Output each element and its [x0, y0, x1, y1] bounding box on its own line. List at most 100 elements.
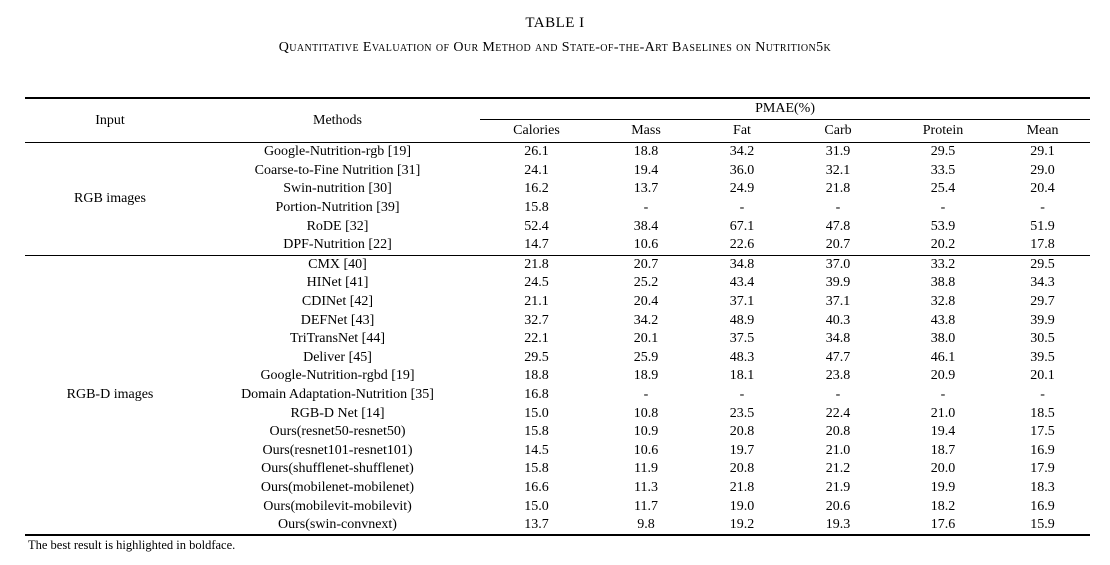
method-name: Coarse-to-Fine Nutrition [31]: [254, 162, 421, 178]
metric-value: 21.8: [729, 479, 755, 495]
col-header-protein: Protein: [922, 123, 964, 138]
metric-value: 18.8: [633, 144, 659, 160]
metric-value: 39.5: [1030, 349, 1055, 365]
table-row: Swin-nutrition [30] 16.2 13.7 24.9 21.8 25.4 2…: [25, 180, 1090, 199]
metric-value: 37.1: [729, 294, 755, 310]
metric-value: 16.6: [524, 479, 549, 495]
metric-value: 36.0: [729, 162, 755, 178]
metric-value: 10.6: [633, 237, 659, 253]
metric-value: 18.1: [729, 368, 755, 384]
metric-value: 26.1: [524, 144, 549, 160]
metric-value: 34.2: [729, 144, 755, 160]
metric-value: 30.5: [1030, 331, 1055, 347]
metric-value: 25.4: [930, 181, 956, 197]
metric-value: 21.8: [524, 256, 549, 272]
method-name: Ours(mobilevit-mobilevit): [263, 498, 412, 514]
input-group-label: RGB images: [74, 190, 146, 206]
metric-value: 37.0: [825, 256, 851, 272]
col-header-methods: Methods: [313, 112, 362, 128]
metric-value: 15.0: [524, 405, 549, 421]
metric-value: 33.2: [930, 256, 956, 272]
metric-value: 19.4: [930, 424, 956, 440]
metric-value: 43.8: [930, 312, 956, 328]
metric-value: 25.2: [633, 275, 659, 291]
metric-value: 29.1: [1030, 144, 1055, 160]
col-header-calories: Calories: [513, 123, 560, 138]
table-row: Domain Adaptation-Nutrition [35] 16.8 - - - -…: [25, 386, 1090, 405]
table-row: Ours(mobilenet-mobilenet) 16.6 11.3 21.8 21.…: [25, 479, 1090, 498]
metric-value: 20.8: [825, 424, 851, 440]
metric-value: -: [1040, 387, 1045, 403]
metric-value: 18.7: [930, 442, 956, 458]
table-row: DEFNet [43] 32.7 34.2 48.9 40.3 43.8 39.9: [25, 311, 1090, 330]
metric-value: 10.6: [633, 442, 659, 458]
metric-value: 34.3: [1030, 275, 1055, 291]
col-header-carb: Carb: [824, 123, 852, 138]
table-row: RGB-D Net [14] 15.0 10.8 23.5 22.4 21.0 18.5: [25, 404, 1090, 423]
metric-value: 25.9: [633, 349, 659, 365]
metric-value: 53.9: [930, 218, 956, 234]
metric-value: 16.2: [524, 181, 549, 197]
metric-value: -: [739, 387, 745, 403]
table-group-0: RGB images Google-Nutrition-rgb [19] 26.1 1…: [25, 143, 1091, 256]
metric-value: -: [643, 387, 649, 403]
metric-value: 43.4: [729, 275, 755, 291]
metric-value: 29.5: [930, 144, 956, 160]
metric-value: 18.3: [1030, 479, 1055, 495]
metric-value: 15.8: [524, 461, 549, 477]
metric-value: 16.8: [524, 387, 549, 403]
metric-value: 38.0: [930, 331, 956, 347]
metric-value: 20.2: [930, 237, 956, 253]
metric-value: 29.5: [524, 349, 549, 365]
table-row: Ours(swin-convnext) 13.7 9.8 19.2 19.3 17.6 15…: [25, 516, 1090, 536]
table-row: RoDE [32] 52.4 38.4 67.1 47.8 53.9 51.9: [25, 217, 1090, 236]
metric-value: 18.8: [524, 368, 549, 384]
table-row: TriTransNet [44] 22.1 20.1 37.5 34.8 38.0 30.5: [25, 330, 1090, 349]
metric-value: 16.9: [1030, 498, 1055, 514]
metric-value: 23.8: [825, 368, 851, 384]
metric-subheader-row: Calories Mass Fat Carb Protein Mean: [25, 120, 1090, 143]
metric-value: 10.8: [633, 405, 659, 421]
metric-value: 32.1: [825, 162, 851, 178]
metric-value: 22.1: [524, 331, 549, 347]
metric-value: 21.9: [825, 479, 851, 495]
metric-value: 14.5: [524, 442, 549, 458]
metric-value: 20.9: [930, 368, 956, 384]
metric-value: 15.8: [524, 424, 549, 440]
metric-value: 23.5: [729, 405, 755, 421]
metric-value: 19.9: [930, 479, 956, 495]
metric-value: 40.3: [825, 312, 851, 328]
metric-value: 22.6: [729, 237, 755, 253]
method-name: Portion-Nutrition [39]: [275, 200, 400, 216]
metric-value: 18.5: [1030, 405, 1055, 421]
metric-value: 51.9: [1030, 218, 1055, 234]
table-row: Ours(resnet50-resnet50) 15.8 10.9 20.8 20.8 1…: [25, 423, 1090, 442]
method-name: DPF-Nutrition [22]: [283, 237, 392, 253]
metric-value: 11.3: [634, 479, 658, 495]
method-name: Ours(swin-convnext): [278, 517, 397, 533]
metric-value: 19.2: [729, 517, 755, 533]
table-row: CDINet [42] 21.1 20.4 37.1 37.1 32.8 29.7: [25, 293, 1090, 312]
table-footnote: The best result is highlighted in boldfa…: [28, 538, 236, 552]
col-header-pmae-group: PMAE(%): [480, 98, 1091, 120]
metric-value: 21.0: [930, 405, 956, 421]
table-row: Ours(shufflenet-shufflenet) 15.8 11.9 20.8 2…: [25, 460, 1090, 479]
metric-value: 17.5: [1030, 424, 1055, 440]
metric-value: 19.4: [633, 162, 659, 178]
metric-value: 21.1: [524, 294, 549, 310]
metric-value: -: [643, 200, 649, 216]
metric-value: 34.2: [633, 312, 659, 328]
metric-value: 10.9: [633, 424, 659, 440]
method-name: HINet [41]: [306, 275, 369, 291]
metric-value: 37.1: [825, 294, 851, 310]
metric-value: 20.1: [1030, 368, 1055, 384]
metric-value: 39.9: [825, 275, 851, 291]
method-name: Google-Nutrition-rgbd [19]: [260, 368, 415, 384]
metric-value: 14.7: [524, 237, 549, 253]
table-row: RGB images Google-Nutrition-rgb [19] 26.1 1…: [25, 143, 1090, 205]
metric-value: 20.4: [1030, 181, 1055, 197]
metric-value: 17.8: [1030, 237, 1055, 253]
metric-value: 19.0: [729, 498, 755, 514]
metric-value: 17.9: [1030, 461, 1055, 477]
metric-value: 37.5: [729, 331, 755, 347]
